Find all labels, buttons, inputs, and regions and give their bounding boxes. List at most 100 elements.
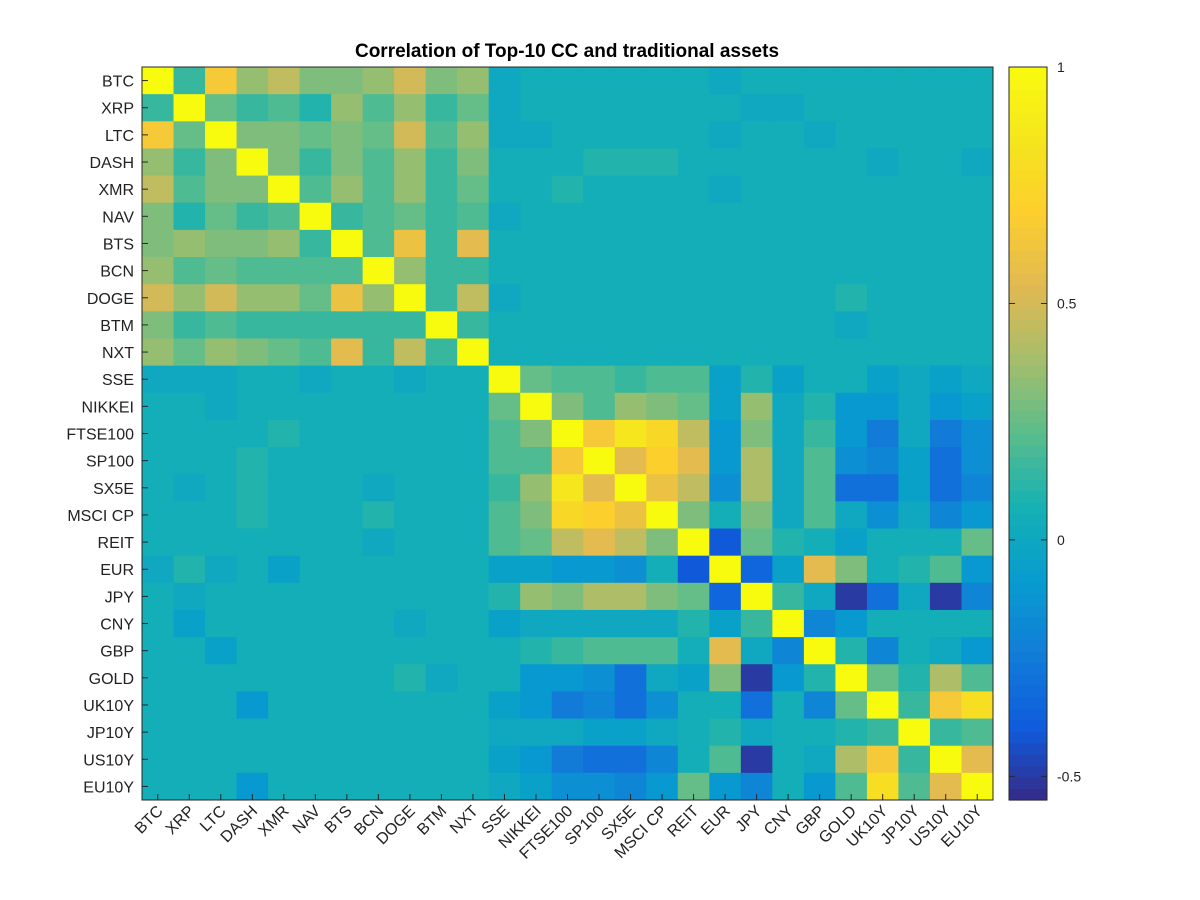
heatmap-cell xyxy=(929,609,962,638)
heatmap-cell xyxy=(457,284,490,312)
heatmap-cell xyxy=(205,637,238,665)
colorbar-band xyxy=(1009,525,1047,538)
heatmap-cell xyxy=(488,175,521,204)
heatmap-cell xyxy=(425,311,458,339)
heatmap-cell xyxy=(898,419,931,448)
heatmap-cell xyxy=(457,392,490,421)
heatmap-cell xyxy=(331,447,364,475)
heatmap-cell xyxy=(614,582,647,611)
heatmap-cell xyxy=(551,229,584,258)
heatmap-cell xyxy=(173,311,206,339)
y-tick-label: LTC xyxy=(105,128,134,145)
heatmap-cell xyxy=(457,121,490,149)
x-tick-label: EUR xyxy=(698,803,734,839)
heatmap-cell xyxy=(551,67,584,95)
heatmap-cell xyxy=(929,474,962,502)
heatmap-cell xyxy=(331,664,364,692)
heatmap-cell xyxy=(898,501,931,530)
heatmap-cell xyxy=(173,582,206,611)
heatmap-cell xyxy=(709,691,742,720)
heatmap-cell xyxy=(362,311,395,339)
heatmap-cell xyxy=(488,637,521,665)
y-tick-label: US10Y xyxy=(83,752,134,769)
heatmap-cell xyxy=(898,338,931,367)
heatmap-cell xyxy=(268,637,301,665)
heatmap-cell xyxy=(299,501,332,530)
heatmap-cell xyxy=(268,718,301,747)
heatmap-cell xyxy=(331,338,364,367)
heatmap-cell xyxy=(268,528,301,557)
heatmap-cell xyxy=(835,528,868,557)
heatmap-cell xyxy=(488,582,521,611)
heatmap-cell xyxy=(520,745,553,774)
heatmap-cell xyxy=(583,474,616,502)
heatmap-cell xyxy=(488,67,521,95)
heatmap-cell xyxy=(551,257,584,285)
heatmap-cell xyxy=(961,447,994,475)
heatmap-cell xyxy=(551,175,584,204)
heatmap-cell xyxy=(898,284,931,312)
heatmap-cell xyxy=(740,257,773,285)
heatmap-cell xyxy=(929,229,962,258)
heatmap-cell xyxy=(835,67,868,95)
heatmap-cell xyxy=(646,745,679,774)
heatmap-cell xyxy=(709,419,742,448)
colorbar-band xyxy=(1009,215,1047,228)
colorbar-band xyxy=(1009,353,1047,366)
heatmap-cell xyxy=(583,257,616,285)
heatmap-cell xyxy=(709,148,742,177)
heatmap-cell xyxy=(740,609,773,638)
heatmap-cell xyxy=(614,664,647,692)
heatmap-cell xyxy=(331,148,364,177)
heatmap-cell xyxy=(772,555,805,584)
heatmap-cell xyxy=(772,121,805,149)
heatmap-cell xyxy=(425,148,458,177)
heatmap-cell xyxy=(866,637,899,665)
heatmap-cell xyxy=(740,229,773,258)
heatmap-cell xyxy=(835,718,868,747)
heatmap-cell xyxy=(331,419,364,448)
heatmap-cell xyxy=(520,67,553,95)
heatmap-cell xyxy=(835,148,868,177)
heatmap-cell xyxy=(898,148,931,177)
heatmap-cell xyxy=(236,338,269,367)
heatmap-cell xyxy=(173,121,206,149)
heatmap-cell xyxy=(583,284,616,312)
heatmap-cell xyxy=(835,501,868,530)
heatmap-cell xyxy=(866,67,899,95)
heatmap-cell xyxy=(362,637,395,665)
heatmap-cell xyxy=(268,202,301,231)
heatmap-cell xyxy=(520,609,553,638)
heatmap-cell xyxy=(362,257,395,285)
heatmap-cell xyxy=(740,175,773,204)
heatmap-cell xyxy=(835,284,868,312)
heatmap-cell xyxy=(835,392,868,421)
heatmap-cell xyxy=(961,257,994,285)
heatmap-cell xyxy=(331,121,364,149)
colorbar-band xyxy=(1009,67,1047,80)
heatmap-cell xyxy=(394,338,427,367)
heatmap-cell xyxy=(835,474,868,502)
heatmap-cell xyxy=(614,284,647,312)
colorbar-band xyxy=(1009,777,1047,790)
heatmap-cell xyxy=(583,555,616,584)
heatmap-cell xyxy=(709,202,742,231)
heatmap-cell xyxy=(394,284,427,312)
x-tick-labels: BTCXRPLTCDASHXMRNAVBTSBCNDOGEBTMNXTSSENI… xyxy=(132,794,986,863)
heatmap-cell xyxy=(488,419,521,448)
heatmap-cell xyxy=(772,392,805,421)
heatmap-cell xyxy=(236,148,269,177)
heatmap-cell xyxy=(803,718,836,747)
colorbar-band xyxy=(1009,662,1047,675)
heatmap-cell xyxy=(551,447,584,475)
x-tick-label: DASH xyxy=(218,803,261,846)
heatmap-cell xyxy=(803,447,836,475)
colorbar-band xyxy=(1009,719,1047,732)
heatmap-cell xyxy=(394,94,427,122)
colorbar-band xyxy=(1009,261,1047,274)
heatmap-cell xyxy=(803,175,836,204)
heatmap-cell xyxy=(268,392,301,421)
heatmap-cell xyxy=(614,637,647,665)
heatmap-cell xyxy=(961,609,994,638)
heatmap-cell xyxy=(394,365,427,394)
